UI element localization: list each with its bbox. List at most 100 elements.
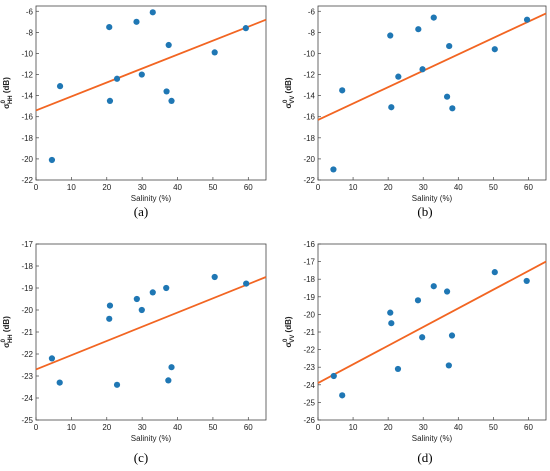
x-tick-label: 40 <box>173 423 182 432</box>
y-tick-label: -6 <box>308 7 316 16</box>
x-tick-label: 20 <box>102 423 111 432</box>
scatter-point <box>133 18 140 25</box>
x-tick-label: 10 <box>349 183 358 192</box>
y-label-superscript: 0 <box>1 338 7 342</box>
x-tick-label: 60 <box>524 183 533 192</box>
regression-line <box>35 276 267 371</box>
y-tick-label: -25 <box>303 398 315 407</box>
y-tick-label: -16 <box>303 240 315 249</box>
scatter-point <box>106 97 114 105</box>
x-tick-label: 20 <box>384 183 393 192</box>
scatter-point <box>430 14 437 21</box>
scatter-point <box>443 93 451 100</box>
scatter-point <box>149 9 156 16</box>
panel-a: 0 10 20 30 40 50 60 -22 -20 -18 -16 -14 -12 -10 -8 -6 Sa… <box>1 5 267 219</box>
scatter-point <box>242 25 249 32</box>
plot-frame <box>35 243 267 421</box>
x-tick-label: 10 <box>349 423 358 432</box>
scatter-point <box>388 104 395 111</box>
y-tick-label: -18 <box>303 134 315 143</box>
x-tick-label: 60 <box>244 183 253 192</box>
scatter-point <box>394 365 402 373</box>
scatter-point <box>339 392 346 399</box>
x-axis-label: Salinity (%) <box>412 434 453 443</box>
y-tick-label: -22 <box>303 176 315 185</box>
y-label-subscript: VV <box>290 96 296 104</box>
scatter-point <box>414 297 422 304</box>
x-tick-label: 0 <box>316 183 321 192</box>
x-axis-label: Salinity (%) <box>412 194 453 203</box>
scatter-point <box>387 32 394 39</box>
scatter-point <box>106 23 113 31</box>
y-tick-label: -10 <box>21 49 33 58</box>
y-tick-label: -20 <box>21 155 33 164</box>
scatter-point <box>165 377 172 384</box>
scatter-point <box>106 302 114 309</box>
y-tick-label: -21 <box>303 328 315 337</box>
y-label-subscript: VV <box>290 335 296 343</box>
x-tick-label: 60 <box>244 423 253 432</box>
scatter-point <box>165 41 172 49</box>
scatter-point <box>446 42 453 50</box>
y-label-unit: (dB) <box>2 316 11 335</box>
y-tick-label: -24 <box>21 394 33 403</box>
scatter-point <box>330 372 337 380</box>
y-tick-label: -17 <box>21 240 33 249</box>
y-label-unit: (dB) <box>2 77 11 96</box>
y-label-superscript: 0 <box>283 99 289 103</box>
y-axis-label: σ0VV (dB) <box>283 316 296 347</box>
x-tick-label: 30 <box>138 183 147 192</box>
scatter-point <box>243 280 250 287</box>
y-tick-label: -12 <box>21 71 33 80</box>
scatter-point <box>419 66 426 73</box>
y-tick-label: -20 <box>21 306 33 315</box>
scatter-point <box>387 309 394 316</box>
y-tick-label: -18 <box>21 134 33 143</box>
y-tick-label: -23 <box>21 372 33 381</box>
scatter-point <box>448 332 456 339</box>
y-tick-label: -22 <box>21 350 33 359</box>
scatter-point <box>48 156 56 164</box>
y-tick-label: -10 <box>303 49 315 58</box>
x-tick-label: 0 <box>34 423 39 432</box>
x-tick-label: 40 <box>454 423 463 432</box>
scatter-point <box>56 83 64 90</box>
x-tick-label: 50 <box>208 183 217 192</box>
scatter-point <box>133 295 140 303</box>
regression-line <box>317 260 547 384</box>
y-label-superscript: 0 <box>1 99 7 103</box>
y-tick-label: -19 <box>21 284 33 293</box>
y-label-superscript: 0 <box>283 338 289 342</box>
x-tick-label: 30 <box>138 423 147 432</box>
y-axis-label: σ0VV (dB) <box>283 77 296 108</box>
y-tick-label: -20 <box>303 310 315 319</box>
scatter-point <box>388 320 395 327</box>
scatter-point <box>163 284 170 292</box>
y-tick-label: -25 <box>21 416 33 425</box>
scatter-point <box>523 277 530 285</box>
scatter-point <box>523 16 531 23</box>
y-label-subscript: HH <box>8 334 14 343</box>
scatter-point <box>443 288 451 295</box>
scatter-point <box>430 283 437 290</box>
scatter-point <box>168 97 175 105</box>
scatter-point <box>56 379 63 386</box>
scatter-point <box>339 87 346 94</box>
y-axis-label: σ0HH (dB) <box>1 316 14 348</box>
y-tick-label: -16 <box>21 113 33 122</box>
scatter-point <box>163 88 170 95</box>
y-tick-label: -24 <box>303 381 315 390</box>
y-tick-label: -18 <box>303 275 315 284</box>
plot-frame <box>35 5 267 181</box>
y-label-symbol: σ <box>2 103 11 109</box>
y-tick-label: -23 <box>303 363 315 372</box>
plot-frame <box>317 5 547 181</box>
x-tick-label: 40 <box>173 183 182 192</box>
y-tick-label: -17 <box>303 258 315 267</box>
y-label-symbol: σ <box>284 342 293 348</box>
panel-label: (b) <box>417 204 432 219</box>
y-tick-label: -14 <box>21 92 33 101</box>
y-axis-label: σ0HH (dB) <box>1 77 14 109</box>
x-tick-label: 20 <box>102 183 111 192</box>
